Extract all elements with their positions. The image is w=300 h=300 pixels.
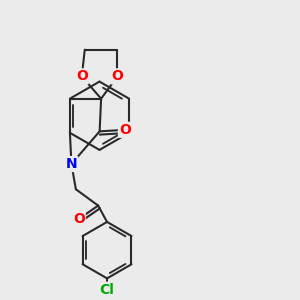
Text: O: O: [112, 69, 123, 83]
Text: O: O: [119, 123, 131, 137]
Text: O: O: [73, 212, 85, 226]
Text: N: N: [66, 157, 77, 171]
Text: Cl: Cl: [100, 283, 115, 297]
Text: O: O: [76, 69, 88, 83]
